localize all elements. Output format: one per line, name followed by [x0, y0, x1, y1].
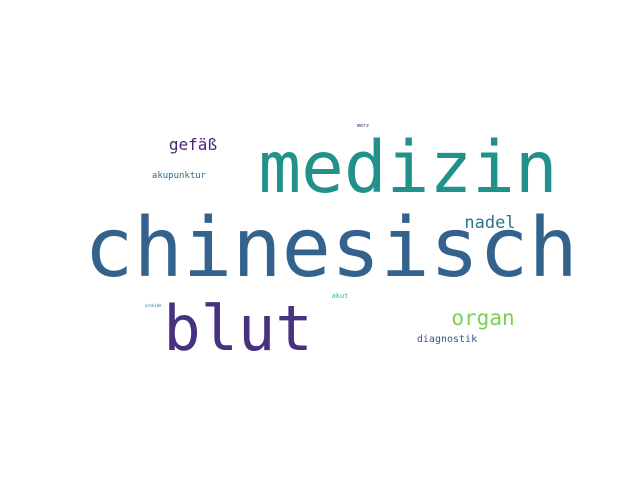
word-gefaess: gefäß: [169, 135, 217, 154]
word-diagnostik: diagnostik: [417, 334, 477, 345]
word-nadel: nadel: [464, 213, 515, 233]
word-chinesisch: chinesisch: [84, 201, 578, 296]
word-blut: blut: [163, 292, 312, 365]
word-medizin: medizin: [258, 126, 557, 209]
word-organ: organ: [451, 306, 514, 330]
word-merz: merz: [357, 123, 369, 129]
word-akut: akut: [332, 292, 349, 300]
word-akupunktur: akupunktur: [152, 171, 207, 181]
word-scheide: scheide: [145, 303, 162, 308]
